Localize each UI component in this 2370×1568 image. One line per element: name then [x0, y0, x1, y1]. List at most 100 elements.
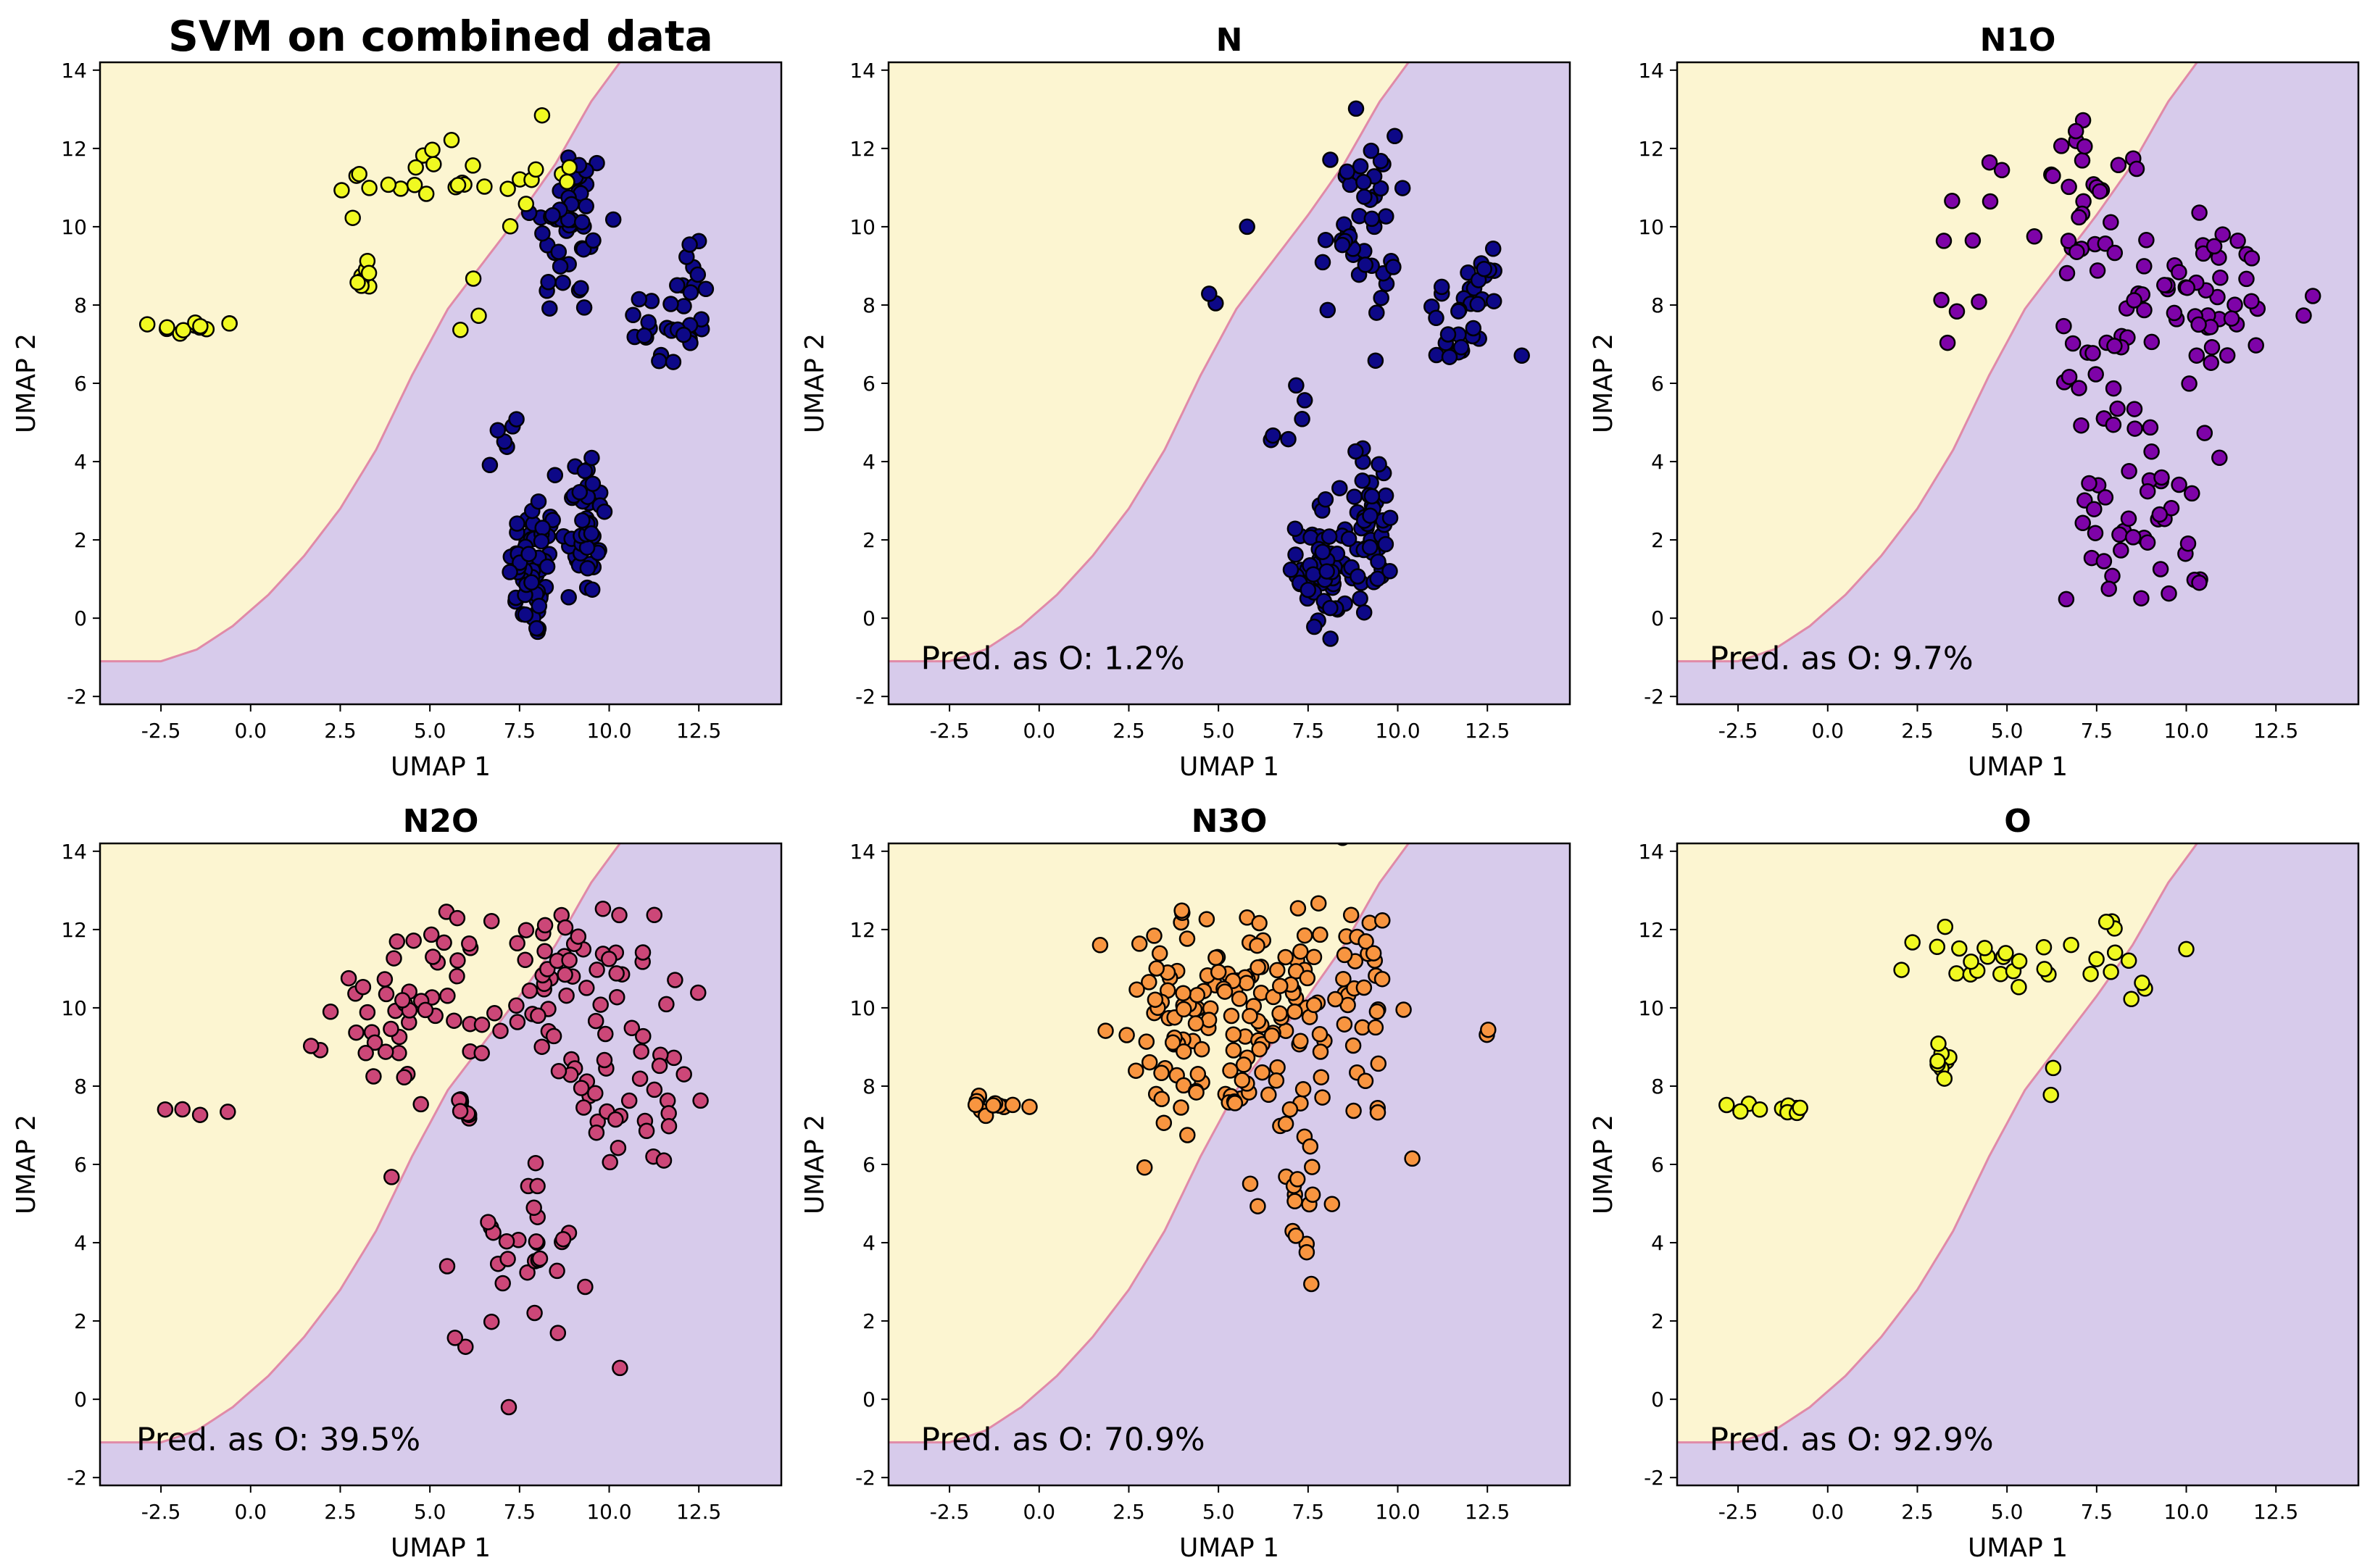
point-n1o-4-13	[2179, 535, 2197, 552]
point-n3o-2-49	[1289, 900, 1307, 917]
y-tick-label: 2	[1651, 1309, 1664, 1333]
x-tick-label: 5.0	[1202, 719, 1235, 743]
point-n-1-41	[571, 484, 589, 501]
point-n-0-16	[1331, 480, 1348, 496]
point-n-3-13	[1428, 309, 1444, 327]
point-n2o-2-20	[449, 909, 466, 927]
point-n1o-0-6	[1981, 154, 1998, 171]
point-n1o-2-42	[2219, 347, 2236, 364]
point-n3o-0-1	[1021, 1098, 1038, 1115]
point-o-3-6	[2097, 914, 2115, 930]
point-n2o-1-40	[394, 992, 411, 1009]
y-tick-label: 8	[1651, 1075, 1664, 1098]
point-n2o-5-21	[531, 1250, 549, 1267]
point-n3o-3-8	[1292, 943, 1309, 960]
y-tick-label: 0	[862, 606, 876, 630]
x-tick-label: -2.5	[141, 719, 181, 743]
point-n-0-47	[1282, 562, 1300, 578]
point-n2o-1-28	[378, 985, 395, 1003]
point-n2o-1-17	[377, 1043, 394, 1060]
point-n3o-3-21	[1357, 933, 1374, 950]
point-n3o-2-29	[1271, 1005, 1288, 1022]
y-tick-label: 6	[74, 372, 87, 396]
point-n2o-3-12	[596, 1051, 613, 1069]
point-n-5-0	[1296, 392, 1313, 409]
y-tick-label: -2	[855, 1466, 876, 1490]
point-n3o-6-5	[1357, 1072, 1374, 1090]
y-tick-label: 0	[74, 606, 87, 630]
subplot-5: -2.5 0.0 2.5 5.0 7.5 10.0 12.5 -2 0 2 4 6 8 10 12 14 UMA…	[1589, 803, 2360, 1563]
point-n-1-20	[583, 449, 600, 467]
point-n2o-1-31	[386, 950, 402, 967]
point-n1o-4-3	[2121, 463, 2137, 480]
point-n-1-14	[1370, 553, 1386, 570]
point-n3o-5-9	[1286, 1193, 1303, 1210]
subplot-title: N3O	[1192, 803, 1268, 840]
point-n-0-58	[533, 533, 550, 550]
point-n1o-1-26	[2071, 209, 2087, 226]
point-n-0-57	[523, 574, 540, 591]
point-n2o-5-11	[499, 1251, 516, 1267]
point-n1o-3-10	[2061, 368, 2078, 385]
point-o-3-7	[502, 218, 519, 235]
point-n-1-42	[1369, 570, 1386, 588]
point-n1o-3-7	[2073, 417, 2090, 434]
y-tick-label: 0	[1651, 1388, 1664, 1411]
point-o-4-0	[2045, 1059, 2062, 1077]
point-n1o-0-7	[1982, 193, 1999, 210]
point-n-2-38	[573, 214, 591, 230]
point-o-3-8	[2123, 991, 2140, 1008]
point-n1o-4-24	[2171, 476, 2187, 493]
point-n3o-4-10	[1234, 1072, 1251, 1089]
point-o-2-7	[1951, 940, 1968, 957]
point-n3o-1-28	[1164, 1034, 1181, 1051]
point-n-1-40	[579, 560, 596, 577]
point-n2o-3-21	[607, 1111, 624, 1128]
point-n3o-2-9	[1173, 902, 1190, 919]
point-n-0-48	[1322, 599, 1339, 617]
x-tick-label: 10.0	[586, 719, 631, 743]
point-o-2-19	[449, 177, 467, 193]
subplot-title: SVM on combined data	[168, 12, 713, 61]
point-n-3-21	[662, 296, 679, 312]
point-n2o-3-19	[675, 1066, 692, 1083]
subplot-title: N2O	[403, 803, 479, 840]
prediction-annotation: Pred. as O: 1.2%	[921, 640, 1185, 677]
point-n3o-2-62	[1176, 1001, 1192, 1018]
point-n1o-0-9	[1993, 162, 2011, 179]
point-n-2-19	[1352, 158, 1369, 175]
point-n3o-5-10	[1302, 1138, 1319, 1155]
point-n-2-40	[540, 274, 557, 291]
point-n-0-36	[1321, 528, 1338, 545]
subplot-title: N	[1216, 22, 1243, 59]
point-n1o-1-16	[2110, 157, 2127, 174]
point-n2o-3-32	[660, 1117, 678, 1135]
x-tick-label: 7.5	[1292, 1500, 1325, 1524]
point-n3o-2-76	[1299, 969, 1316, 987]
point-n3o-3-29	[1367, 1019, 1384, 1036]
y-tick-label: 6	[1651, 372, 1664, 396]
point-n2o-1-44	[302, 1038, 320, 1054]
point-n2o-2-24	[530, 1007, 546, 1025]
prediction-annotation: Pred. as O: 92.9%	[1710, 1421, 1994, 1458]
point-n1o-1-27	[2092, 183, 2108, 200]
prediction-annotation: Pred. as O: 9.7%	[1710, 640, 1974, 677]
point-o-2-3	[407, 159, 424, 176]
point-n2o-5-13	[549, 1325, 567, 1341]
point-n3o-1-30	[1155, 1114, 1173, 1131]
point-n2o-1-22	[354, 978, 372, 996]
point-n3o-0-10	[985, 1097, 1002, 1114]
point-n2o-1-23	[449, 952, 466, 969]
point-n-4-3	[682, 284, 699, 301]
y-tick-label: 0	[74, 1388, 87, 1411]
x-tick-label: 0.0	[235, 719, 267, 743]
point-n3o-3-28	[1374, 912, 1391, 929]
point-n-0-39	[1306, 618, 1323, 635]
point-n-3-22	[640, 314, 657, 331]
point-n-4-5	[697, 280, 715, 298]
point-n2o-5-5	[457, 1338, 474, 1355]
point-n2o-2-8	[425, 948, 441, 965]
x-axis-label: UMAP 1	[391, 752, 491, 782]
point-o-1-7	[360, 264, 378, 282]
point-n-5-3	[1265, 427, 1281, 444]
